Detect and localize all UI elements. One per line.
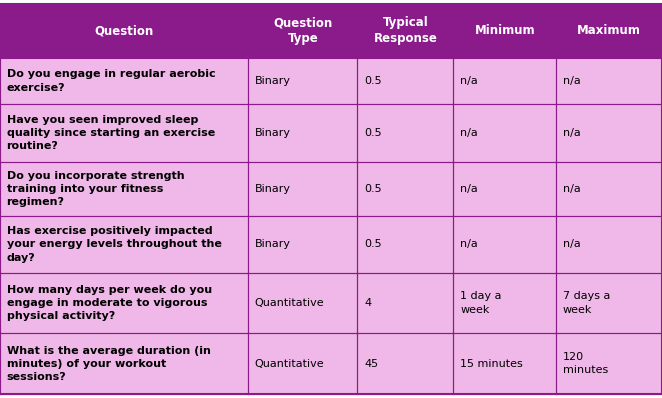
Bar bbox=[0, 4, 248, 58]
Text: n/a: n/a bbox=[563, 76, 581, 86]
Bar bbox=[453, 273, 556, 334]
Bar bbox=[0, 216, 248, 273]
Bar bbox=[0, 334, 248, 394]
Text: 1 day a
week: 1 day a week bbox=[460, 291, 502, 315]
Bar bbox=[357, 216, 453, 273]
Text: 0.5: 0.5 bbox=[364, 76, 382, 86]
Text: 7 days a
week: 7 days a week bbox=[563, 291, 610, 315]
Bar bbox=[453, 216, 556, 273]
Bar bbox=[0, 58, 248, 104]
Text: Question: Question bbox=[95, 24, 154, 37]
Text: 45: 45 bbox=[364, 359, 378, 369]
Bar bbox=[248, 162, 357, 216]
Bar bbox=[556, 104, 662, 162]
Bar bbox=[556, 58, 662, 104]
Text: Have you seen improved sleep
quality since starting an exercise
routine?: Have you seen improved sleep quality sin… bbox=[7, 115, 215, 151]
Bar bbox=[453, 104, 556, 162]
Text: n/a: n/a bbox=[460, 239, 478, 250]
Bar bbox=[248, 273, 357, 334]
Text: Typical
Response: Typical Response bbox=[373, 16, 438, 45]
Bar bbox=[357, 4, 453, 58]
Bar bbox=[357, 104, 453, 162]
Bar bbox=[556, 4, 662, 58]
Bar bbox=[248, 58, 357, 104]
Bar bbox=[0, 273, 248, 334]
Bar bbox=[453, 162, 556, 216]
Text: How many days per week do you
engage in moderate to vigorous
physical activity?: How many days per week do you engage in … bbox=[7, 285, 212, 321]
Bar bbox=[357, 273, 453, 334]
Bar bbox=[248, 4, 357, 58]
Text: 4: 4 bbox=[364, 298, 371, 308]
Text: 0.5: 0.5 bbox=[364, 239, 382, 250]
Text: n/a: n/a bbox=[460, 184, 478, 194]
Text: Binary: Binary bbox=[255, 128, 291, 138]
Text: 0.5: 0.5 bbox=[364, 128, 382, 138]
Text: n/a: n/a bbox=[460, 128, 478, 138]
Bar bbox=[248, 104, 357, 162]
Text: Binary: Binary bbox=[255, 239, 291, 250]
Bar bbox=[453, 334, 556, 394]
Bar bbox=[556, 334, 662, 394]
Bar bbox=[556, 273, 662, 334]
Text: Binary: Binary bbox=[255, 76, 291, 86]
Text: 120
minutes: 120 minutes bbox=[563, 352, 608, 375]
Text: Minimum: Minimum bbox=[475, 24, 535, 37]
Bar bbox=[453, 4, 556, 58]
Bar bbox=[556, 162, 662, 216]
Bar bbox=[357, 162, 453, 216]
Text: Do you engage in regular aerobic
exercise?: Do you engage in regular aerobic exercis… bbox=[7, 69, 215, 93]
Text: 15 minutes: 15 minutes bbox=[460, 359, 523, 369]
Text: Quantitative: Quantitative bbox=[255, 359, 324, 369]
Bar bbox=[248, 216, 357, 273]
Bar bbox=[248, 334, 357, 394]
Bar bbox=[0, 104, 248, 162]
Text: Binary: Binary bbox=[255, 184, 291, 194]
Bar bbox=[556, 216, 662, 273]
Text: Quantitative: Quantitative bbox=[255, 298, 324, 308]
Text: n/a: n/a bbox=[563, 184, 581, 194]
Text: 0.5: 0.5 bbox=[364, 184, 382, 194]
Bar bbox=[357, 334, 453, 394]
Text: Has exercise positively impacted
your energy levels throughout the
day?: Has exercise positively impacted your en… bbox=[7, 226, 222, 263]
Text: Question
Type: Question Type bbox=[273, 16, 332, 45]
Bar bbox=[0, 162, 248, 216]
Text: Do you incorporate strength
training into your fitness
regimen?: Do you incorporate strength training int… bbox=[7, 171, 184, 207]
Bar bbox=[357, 58, 453, 104]
Text: What is the average duration (in
minutes) of your workout
sessions?: What is the average duration (in minutes… bbox=[7, 345, 211, 382]
Bar bbox=[453, 58, 556, 104]
Text: n/a: n/a bbox=[563, 128, 581, 138]
Text: n/a: n/a bbox=[563, 239, 581, 250]
Text: Maximum: Maximum bbox=[577, 24, 641, 37]
Text: n/a: n/a bbox=[460, 76, 478, 86]
